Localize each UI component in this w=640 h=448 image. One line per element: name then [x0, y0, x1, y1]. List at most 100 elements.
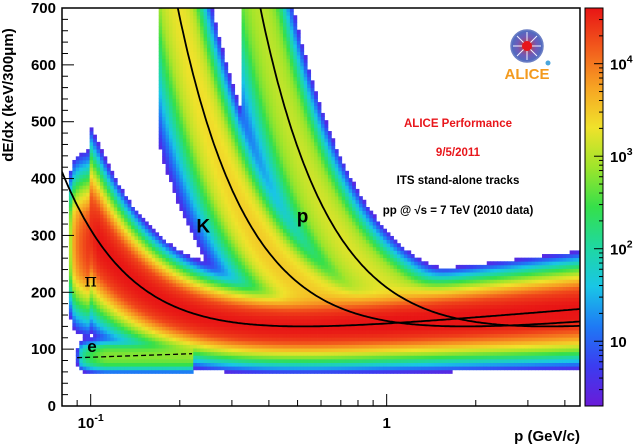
heatmap-cell [86, 192, 91, 197]
heatmap-cell [269, 362, 274, 367]
heatmap-cell [131, 235, 135, 240]
heatmap-cell [96, 308, 101, 313]
heatmap-cell [117, 366, 122, 371]
heatmap-cell [248, 145, 253, 150]
heatmap-cell [186, 83, 191, 88]
heatmap-cell [234, 254, 239, 259]
heatmap-cell [283, 167, 287, 172]
heatmap-cell [245, 282, 249, 287]
heatmap-cell [193, 308, 198, 313]
heatmap-cell [251, 29, 256, 34]
heatmap-cell [241, 47, 246, 52]
heatmap-cell [255, 239, 260, 244]
heatmap-cell [148, 257, 153, 262]
heatmap-cell [279, 141, 284, 146]
heatmap-cell [258, 47, 263, 52]
heatmap-cell [82, 344, 87, 349]
heatmap-cell [158, 138, 163, 143]
heatmap-cell [186, 11, 191, 16]
heatmap-cell [93, 192, 97, 197]
heatmap-cell [200, 163, 204, 168]
heatmap-cell [276, 109, 280, 114]
heatmap-cell [276, 149, 280, 154]
heatmap-cell [196, 145, 201, 150]
heatmap-cell [248, 326, 253, 331]
heatmap-cell [155, 355, 160, 360]
heatmap-cell [210, 214, 215, 219]
heatmap-cell [99, 308, 104, 313]
heatmap-cell [217, 326, 222, 331]
heatmap-cell [279, 116, 284, 121]
heatmap-cell [113, 315, 118, 320]
heatmap-cell [175, 275, 180, 280]
heatmap-cell [269, 250, 274, 255]
heatmap-cell [175, 192, 180, 197]
heatmap-cell [82, 326, 87, 331]
heatmap-cell [289, 116, 294, 121]
heatmap-cell [99, 149, 104, 154]
heatmap-cell [213, 26, 218, 31]
heatmap-cell [258, 337, 263, 342]
heatmap-cell [117, 326, 122, 331]
heatmap-cell [113, 185, 118, 190]
heatmap-cell [234, 167, 239, 172]
heatmap-cell [289, 170, 294, 175]
heatmap-cell [79, 340, 84, 345]
heatmap-cell [189, 369, 194, 374]
heatmap-cell [238, 109, 242, 114]
heatmap-cell [245, 65, 249, 70]
heatmap-cell [286, 98, 291, 103]
heatmap-cell [234, 348, 239, 353]
heatmap-cell [279, 366, 284, 371]
heatmap-cell [175, 315, 180, 320]
heatmap-cell [113, 348, 118, 353]
heatmap-cell [289, 355, 294, 360]
heatmap-cell [265, 55, 270, 60]
heatmap-cell [276, 33, 280, 38]
heatmap-cell [283, 123, 287, 128]
heatmap-cell [186, 330, 191, 335]
heatmap-cell [248, 351, 253, 356]
heatmap-cell [196, 51, 201, 56]
heatmap-cell [265, 163, 270, 168]
heatmap-cell [289, 362, 294, 367]
heatmap-cell [258, 174, 263, 179]
heatmap-cell [134, 264, 139, 269]
heatmap-cell [245, 192, 249, 197]
heatmap-cell [207, 311, 211, 316]
heatmap-cell [165, 297, 170, 302]
heatmap-cell [276, 232, 280, 237]
heatmap-cell [175, 55, 180, 60]
heatmap-cell [106, 333, 111, 338]
heatmap-cell [172, 268, 177, 273]
heatmap-cell [196, 65, 201, 70]
heatmap-cell [99, 257, 104, 262]
heatmap-cell [238, 116, 242, 121]
heatmap-cell [131, 246, 135, 251]
heatmap-cell [193, 326, 198, 331]
heatmap-cell [245, 174, 249, 179]
heatmap-cell [96, 293, 101, 298]
heatmap-cell [248, 217, 253, 222]
heatmap-cell [151, 337, 156, 342]
heatmap-cell [186, 94, 191, 99]
heatmap-cell [269, 268, 274, 273]
heatmap-cell [169, 87, 173, 92]
heatmap-cell [75, 156, 80, 161]
heatmap-cell [217, 203, 222, 208]
heatmap-cell [220, 199, 225, 204]
heatmap-cell [200, 311, 204, 316]
heatmap-cell [172, 250, 177, 255]
heatmap-cell [241, 73, 246, 78]
heatmap-cell [269, 15, 274, 20]
heatmap-cell [265, 192, 270, 197]
heatmap-cell [220, 322, 225, 327]
heatmap-cell [213, 282, 218, 287]
heatmap-cell [238, 322, 242, 327]
heatmap-cell [120, 207, 125, 212]
heatmap-cell [186, 221, 191, 226]
heatmap-cell [283, 369, 287, 374]
heatmap-cell [134, 214, 139, 219]
heatmap-cell [134, 268, 139, 273]
heatmap-cell [224, 131, 229, 136]
